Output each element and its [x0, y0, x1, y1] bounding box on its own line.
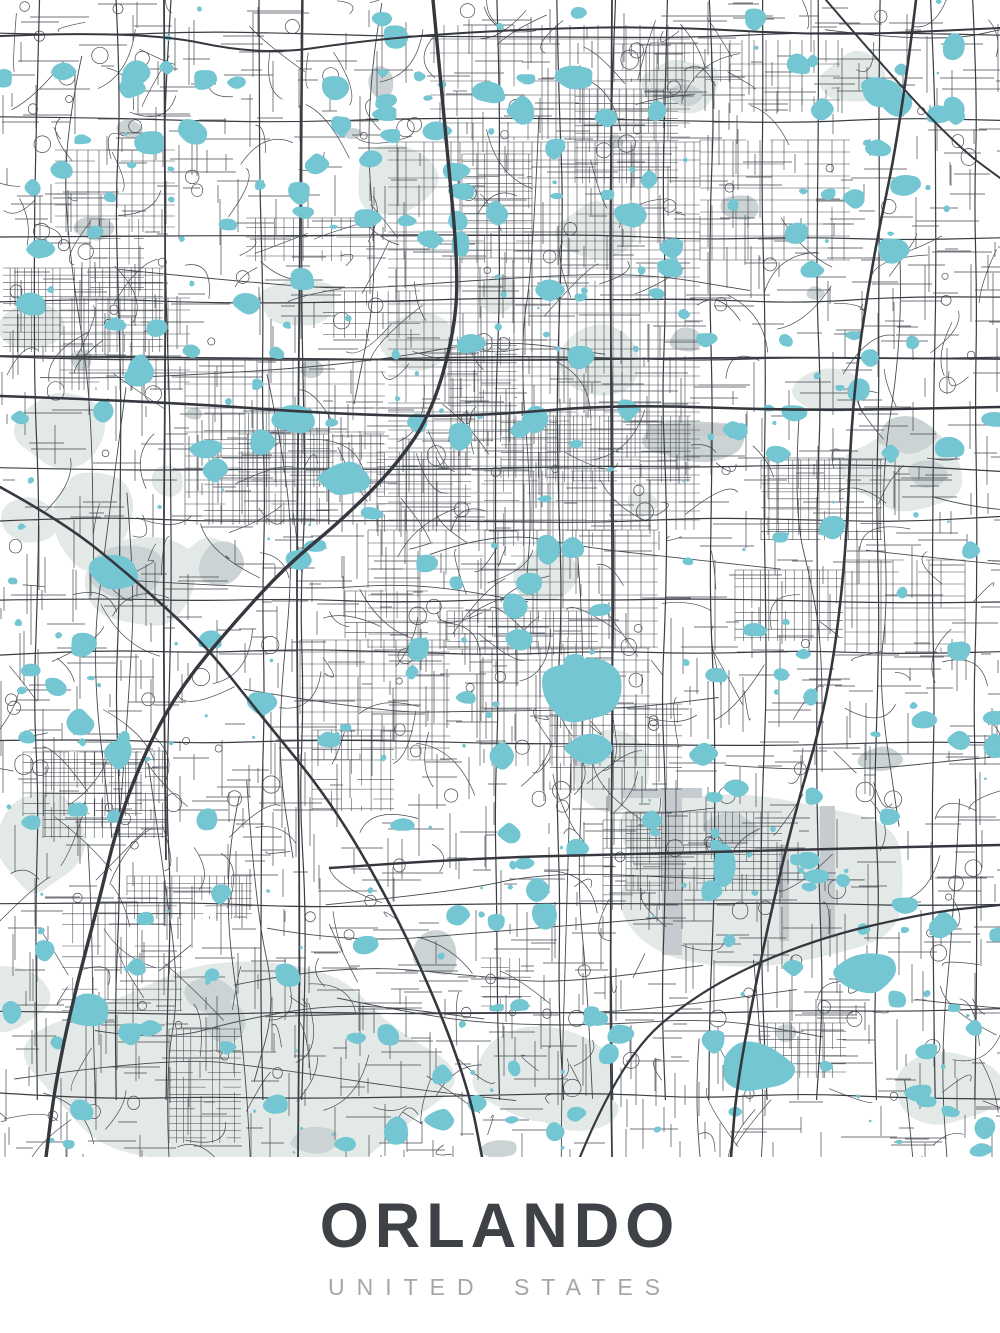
city-title: ORLANDO	[319, 1191, 681, 1261]
country-subtitle: UNITED STATES	[327, 1274, 673, 1301]
city-map	[0, 0, 1000, 1157]
title-block: ORLANDO UNITED STATES	[0, 1157, 1000, 1301]
street-map-graphic	[0, 0, 1000, 1157]
